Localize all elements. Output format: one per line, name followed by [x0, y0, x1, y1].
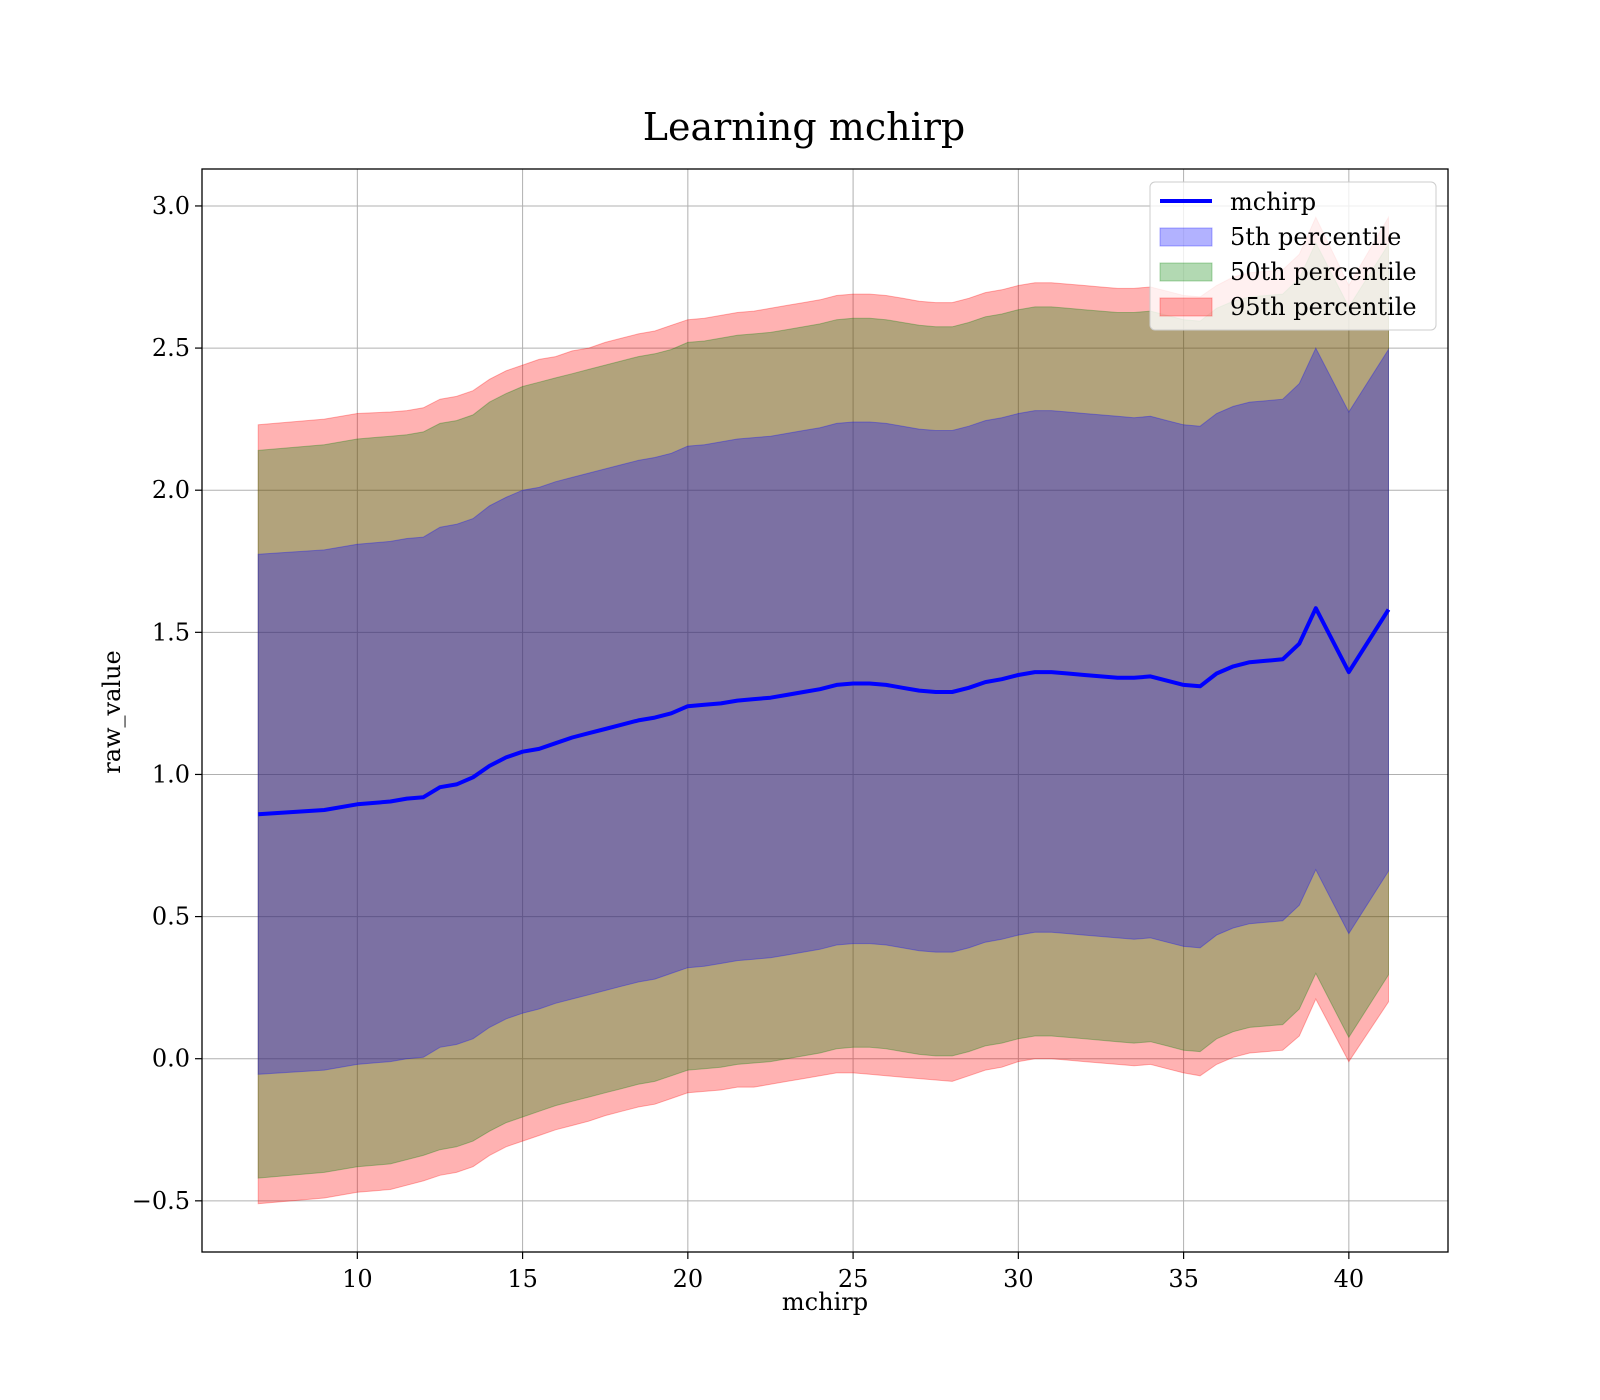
- plot-frame: [201, 168, 1449, 1253]
- x-ticks: 10 15 20 25 30 35 40: [342, 1252, 1364, 1293]
- legend-label-5th-percentile: 5th percentile: [1230, 223, 1401, 251]
- y-tick-label: 1.5: [152, 618, 190, 646]
- y-tick-label: 2.0: [152, 476, 190, 504]
- x-axis-label: mchirp: [782, 1288, 868, 1316]
- legend-swatch-50th-percentile: [1159, 262, 1213, 282]
- x-tick-label: 35: [1168, 1265, 1199, 1293]
- lines: [258, 606, 1391, 817]
- x-tick-label: 20: [673, 1265, 704, 1293]
- y-tick-label: −0.5: [132, 1187, 190, 1215]
- legend-swatch-95th-percentile: [1159, 297, 1213, 317]
- x-tick-label: 40: [1334, 1265, 1365, 1293]
- x-tick-label: 10: [342, 1265, 373, 1293]
- y-tick-label: 3.0: [152, 192, 190, 220]
- y-tick-label: 0.0: [152, 1045, 190, 1073]
- legend-label-95th-percentile: 95th percentile: [1230, 293, 1417, 321]
- legend-swatch-5th-percentile: [1159, 227, 1213, 247]
- x-tick-label: 30: [1003, 1265, 1034, 1293]
- y-ticks: −0.5 0.0 0.5 1.0 1.5 2.0 2.5 3.0: [132, 192, 202, 1215]
- legend: mchirp 5th percentile 50th percentile 95…: [1149, 181, 1437, 331]
- band-5th-percentile: [257, 346, 1389, 1075]
- y-axis-label: raw_value: [98, 650, 126, 774]
- band-95th-percentile: [257, 215, 1389, 1205]
- y-tick-label: 0.5: [152, 903, 190, 931]
- grid: [202, 169, 1448, 1252]
- chart-title: Learning mchirp: [643, 105, 965, 149]
- line-mchirp: [258, 606, 1391, 817]
- x-tick-label: 15: [507, 1265, 538, 1293]
- y-tick-label: 1.0: [152, 760, 190, 788]
- legend-label-50th-percentile: 50th percentile: [1230, 258, 1417, 286]
- y-tick-label: 2.5: [152, 334, 190, 362]
- band-50th-percentile: [257, 241, 1389, 1179]
- legend-label-mchirp: mchirp: [1230, 188, 1316, 216]
- legend-box: [1149, 181, 1437, 331]
- x-tick-label: 25: [838, 1265, 869, 1293]
- bands: [257, 215, 1389, 1205]
